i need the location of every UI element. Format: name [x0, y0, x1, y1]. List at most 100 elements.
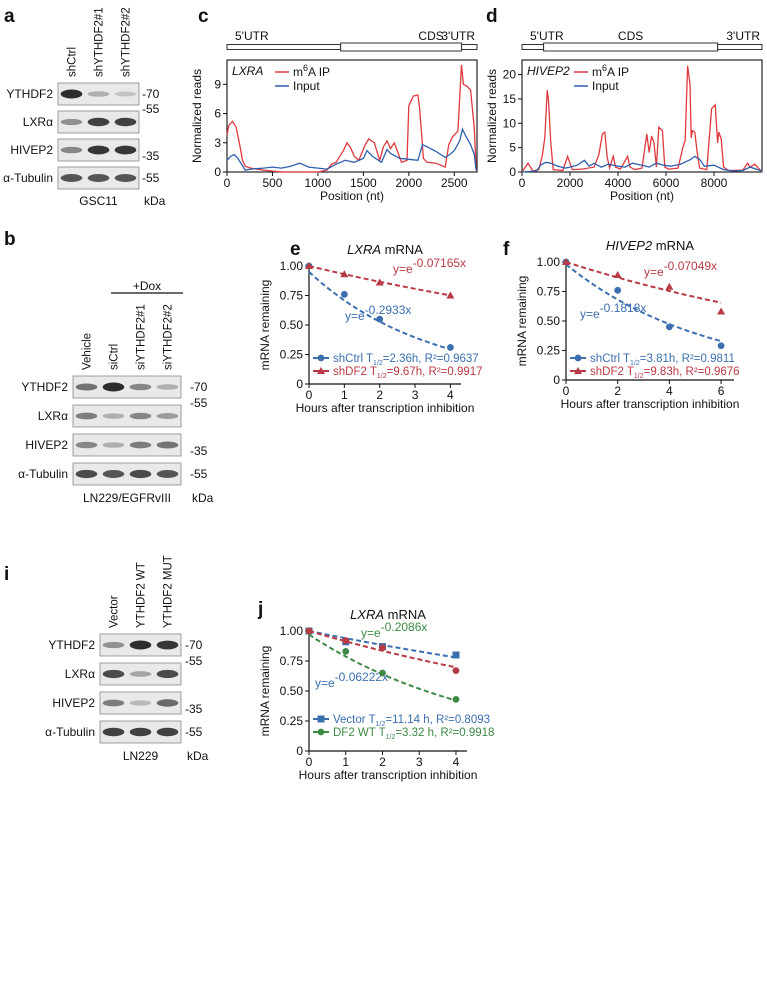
data-point: [376, 315, 384, 323]
protein-band: [102, 699, 125, 707]
western-blot-i: i Vector YTHDF2 WT YTHDF2 MUT YTHDF2 -70 LXRα -…: [4, 555, 209, 763]
protein-band: [102, 413, 125, 419]
x-tick-label: 0: [519, 176, 526, 190]
y-tick-label: 0: [553, 373, 560, 387]
data-point: [305, 627, 313, 635]
protein-band: [129, 727, 152, 737]
coverage-line-input: [521, 155, 763, 173]
protein-band: [75, 383, 98, 391]
fit-line-shctrl: [565, 263, 722, 343]
data-point: [375, 278, 384, 286]
region-label: 5'UTR: [235, 29, 269, 43]
lane-label: siYTHDF2#1: [136, 304, 148, 370]
plot-frame: [521, 59, 763, 173]
gene-label: LXRA: [232, 64, 263, 78]
y-axis-label: mRNA remaining: [258, 646, 272, 737]
coverage-line-m6a-ip: [521, 65, 763, 173]
x-tick-label: 2: [614, 384, 621, 398]
y-tick-label: 0.25: [537, 344, 561, 358]
chart-title: LXRA mRNA: [347, 242, 423, 257]
data-point: [614, 286, 622, 294]
x-tick-label: 3: [412, 388, 419, 402]
x-tick-label: 1000: [305, 176, 332, 190]
title-suffix: mRNA: [384, 607, 426, 622]
protein-band: [156, 699, 179, 707]
y-tick-label: 6: [214, 107, 221, 121]
panel-letter: f: [503, 239, 510, 260]
data-point: [340, 270, 349, 278]
mw-marker: -35: [190, 444, 208, 458]
data-point: [562, 258, 570, 265]
protein-band: [102, 727, 125, 737]
blot-row: YTHDF2 -70: [48, 633, 203, 657]
equation-label: y=e-0.07049x: [644, 259, 717, 279]
data-point: [379, 669, 386, 677]
legend-label-m6a: m6A IP: [592, 63, 629, 79]
protein-band: [102, 442, 125, 448]
x-tick-label: 6: [718, 384, 725, 398]
mw-marker: -55: [190, 396, 208, 410]
protein-band: [87, 91, 110, 97]
region-label: 5'UTR: [530, 29, 564, 43]
legend-label: shDF2 T1/2=9.83h, R²=0.9676: [590, 366, 740, 380]
data-point: [452, 667, 460, 674]
legend-stats: =9.83h, R²=0.9676: [644, 366, 740, 378]
x-tick-label: 4: [666, 384, 673, 398]
subscript: 1/2: [376, 721, 386, 728]
data-point: [574, 354, 582, 362]
blot-row: α-Tubulin -55: [3, 166, 160, 190]
protein-label: LXRα: [23, 115, 53, 129]
subscript: 1/2: [630, 360, 640, 367]
blot-row: LXRα -55: [65, 654, 203, 686]
y-tick-label: 15: [503, 92, 517, 106]
y-tick-label: 0: [296, 377, 303, 391]
protein-band: [87, 117, 110, 127]
x-tick-label: 4: [453, 755, 460, 769]
mw-marker: -70: [190, 380, 208, 394]
protein-label: YTHDF2: [21, 380, 68, 394]
lane-label: shCtrl: [67, 47, 79, 77]
blot-row: YTHDF2 -70: [21, 375, 208, 399]
data-point: [665, 282, 674, 290]
blot-strip: [72, 404, 182, 428]
protein-band: [60, 118, 83, 126]
kda-label: kDa: [192, 491, 214, 505]
x-tick-label: 3: [416, 755, 423, 769]
protein-label: HIVEP2: [52, 696, 95, 710]
x-tick-label: 4: [447, 388, 454, 402]
y-tick-label: 0.50: [280, 318, 304, 332]
legend-text: A IP: [607, 65, 629, 79]
coverage-line-input: [226, 127, 477, 171]
x-tick-label: 2000: [557, 176, 584, 190]
y-tick-label: 0.75: [280, 654, 304, 668]
x-tick-label: 2: [379, 755, 386, 769]
y-tick-label: 3: [214, 136, 221, 150]
data-point: [574, 367, 582, 374]
mw-marker: -55: [142, 102, 160, 116]
protein-band: [102, 641, 125, 649]
y-tick-label: 0.75: [537, 285, 561, 299]
equation-exponent: -0.07165x: [413, 256, 466, 270]
data-point: [305, 262, 313, 269]
blot-strip: [72, 433, 182, 457]
x-tick-label: 1: [341, 388, 348, 402]
western-blot-b: b Vehicle siCtrl siYTHDF2#1 siYTHDF2#2 YTHDF2…: [4, 229, 214, 505]
equation-label: y=e-0.07165x: [393, 256, 466, 276]
dox-label: +Dox: [133, 279, 161, 293]
x-axis-label: Hours after transcription inhibition: [561, 397, 740, 411]
subscript: 1/2: [634, 373, 644, 380]
y-tick-label: 20: [503, 68, 517, 82]
legend-stats: =11.14 h, R²=0.8093: [385, 714, 490, 726]
fit-line-shctrl: [308, 271, 451, 351]
protein-band: [156, 470, 179, 478]
data-point: [317, 715, 325, 723]
lane-label: YTHDF2 WT: [136, 562, 148, 628]
gene-region-cds: [340, 42, 463, 52]
x-axis-label: Position (nt): [610, 189, 674, 203]
gene-region-3utr: [461, 44, 478, 50]
x-tick-label: 4000: [605, 176, 632, 190]
protein-band: [114, 117, 137, 127]
chart-title: LXRA mRNA: [350, 607, 426, 622]
plot-frame: [226, 59, 478, 173]
